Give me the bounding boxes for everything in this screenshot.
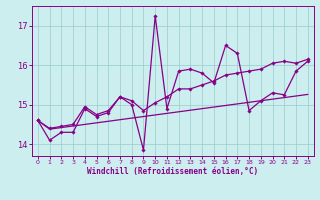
X-axis label: Windchill (Refroidissement éolien,°C): Windchill (Refroidissement éolien,°C) — [87, 167, 258, 176]
